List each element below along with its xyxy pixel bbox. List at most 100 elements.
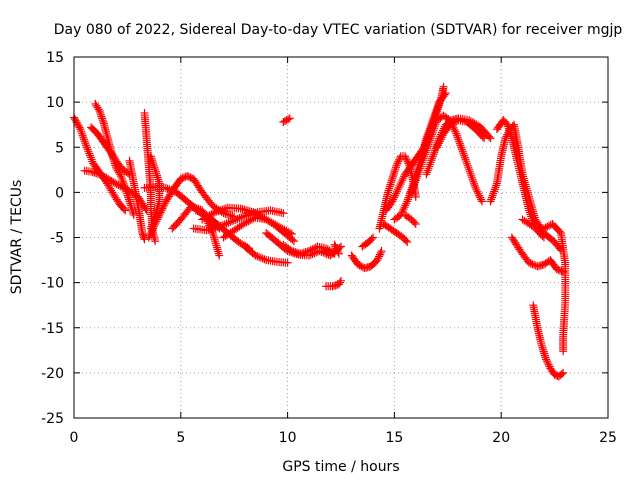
data-point-marker (447, 119, 456, 128)
data-point-marker (472, 185, 481, 194)
data-point-marker (154, 213, 163, 222)
data-point-marker (434, 100, 443, 109)
data-point-marker (385, 184, 394, 193)
data-point-marker (428, 130, 437, 139)
data-point-marker (155, 211, 164, 220)
series-arc-04 (87, 123, 134, 179)
data-point-marker (144, 233, 153, 242)
data-point-marker (224, 210, 233, 219)
y-tick-label: -25 (41, 411, 64, 427)
data-point-marker (250, 250, 259, 259)
data-point-marker (70, 115, 79, 124)
data-point-marker (428, 152, 437, 161)
data-point-marker (416, 162, 425, 171)
data-point-marker (77, 129, 86, 138)
data-point-marker (328, 248, 337, 257)
data-point-marker (223, 210, 232, 219)
data-point-marker (401, 152, 410, 161)
data-point-marker (118, 176, 127, 185)
data-point-marker (430, 110, 439, 119)
data-point-marker (413, 172, 422, 181)
series-arc-03 (80, 166, 151, 215)
data-point-marker (231, 215, 240, 224)
data-point-marker (542, 357, 551, 366)
data-point-marker (409, 182, 418, 191)
data-point-marker (73, 120, 82, 129)
data-point-marker (428, 154, 437, 163)
data-point-marker (394, 157, 403, 166)
data-point-marker (537, 341, 546, 350)
data-point-marker (457, 143, 466, 152)
data-point-marker (210, 208, 219, 217)
data-point-marker (527, 214, 536, 223)
data-point-marker (438, 131, 447, 140)
data-point-marker (403, 197, 412, 206)
data-point-marker (397, 209, 406, 218)
data-point-marker (402, 199, 411, 208)
data-point-marker (244, 217, 253, 226)
series-arc-14 (219, 213, 299, 246)
data-point-marker (156, 208, 165, 217)
data-point-marker (418, 158, 427, 167)
data-point-marker (491, 183, 500, 192)
data-point-marker (395, 155, 404, 164)
data-point-marker (487, 195, 496, 204)
data-point-marker (367, 235, 376, 244)
data-point-marker (410, 218, 419, 227)
x-tick-label: 10 (279, 430, 297, 446)
data-point-marker (158, 204, 167, 213)
series-arc-20 (330, 240, 343, 258)
data-point-marker (198, 215, 207, 224)
data-point-marker (423, 144, 432, 153)
series-arc-22 (358, 233, 378, 251)
data-point-marker (543, 358, 552, 367)
data-point-marker (386, 180, 395, 189)
data-point-marker (98, 116, 107, 125)
data-point-marker (538, 343, 547, 352)
data-point-marker (502, 119, 511, 128)
data-point-marker (151, 219, 160, 228)
data-point-marker (453, 131, 462, 140)
data-point-marker (221, 209, 230, 218)
data-point-marker (248, 215, 256, 224)
data-point-marker (387, 198, 396, 207)
data-point-marker (475, 191, 484, 200)
data-point-marker (507, 132, 516, 141)
data-point-marker (306, 246, 315, 255)
data-point-marker (399, 205, 408, 214)
data-point-marker (75, 123, 84, 132)
data-point-marker (541, 223, 550, 232)
data-point-marker (559, 267, 568, 276)
data-point-marker (334, 247, 343, 256)
data-point-marker (97, 112, 106, 121)
data-point-marker (474, 189, 483, 198)
data-point-marker (434, 139, 443, 148)
data-point-marker (506, 128, 515, 137)
data-point-marker (284, 115, 293, 124)
data-point-marker (239, 212, 248, 221)
data-point-marker (286, 245, 295, 254)
data-point-marker (224, 218, 233, 227)
data-point-marker (398, 176, 407, 185)
data-point-marker (394, 183, 403, 192)
data-point-marker (478, 132, 487, 141)
y-tick-label: 15 (46, 50, 64, 66)
data-point-marker (439, 82, 448, 91)
data-point-marker (187, 201, 196, 210)
data-point-marker (79, 133, 88, 142)
data-point-marker (401, 154, 410, 163)
data-point-marker (421, 150, 430, 159)
data-point-marker (155, 210, 164, 219)
data-point-marker (126, 201, 135, 210)
data-point-marker (205, 211, 214, 220)
data-point-marker (151, 167, 160, 176)
series-arc-32 (492, 116, 548, 242)
x-tick-label: 0 (70, 430, 79, 446)
data-point-marker (476, 193, 485, 202)
data-point-marker (503, 120, 512, 129)
data-point-marker (212, 207, 221, 216)
data-point-marker (129, 210, 138, 219)
data-point-marker (128, 207, 137, 216)
data-point-marker (465, 165, 474, 174)
data-point-marker (152, 217, 161, 226)
